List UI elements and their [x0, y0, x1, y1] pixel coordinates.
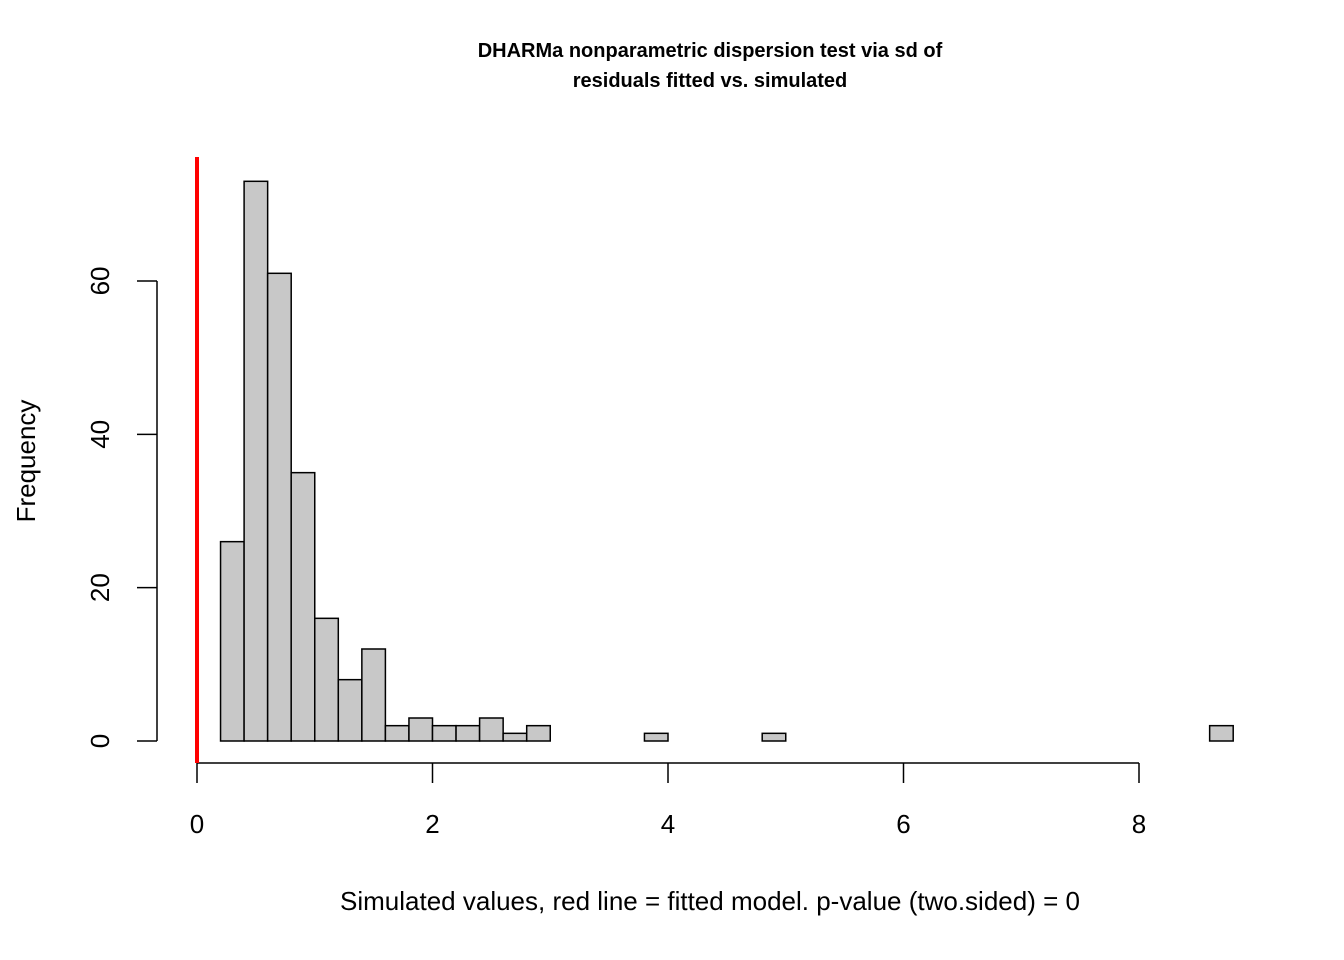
histogram-bar	[525, 724, 552, 742]
x-tick-label: 4	[661, 809, 675, 839]
histogram-bar	[266, 272, 292, 742]
histogram-bar	[361, 648, 387, 742]
histogram-bar	[219, 540, 245, 742]
histogram-bar	[455, 724, 481, 742]
x-tick-label: 2	[425, 809, 439, 839]
histogram-bar	[761, 732, 787, 742]
histogram-bar	[643, 732, 669, 742]
y-axis-label: Frequency	[11, 400, 41, 523]
chart-title-line-2: residuals fitted vs. simulated	[573, 70, 848, 92]
y-tick-label: 40	[85, 420, 115, 449]
histogram-bar	[384, 724, 410, 742]
x-axis-label: Simulated values, red line = fitted mode…	[340, 886, 1080, 916]
x-tick-label: 6	[896, 809, 910, 839]
histogram-bar	[478, 717, 504, 742]
histogram-bar	[502, 732, 528, 742]
chart-title-line-1: DHARMa nonparametric dispersion test via…	[478, 40, 943, 62]
y-tick-label: 20	[85, 573, 115, 602]
y-tick-label: 0	[85, 734, 115, 748]
histogram-bar	[243, 180, 269, 742]
x-tick-label: 8	[1132, 809, 1146, 839]
histogram-bar	[408, 717, 434, 742]
histogram-bar	[314, 617, 340, 742]
x-tick-label: 0	[190, 809, 204, 839]
histogram-bar	[290, 471, 316, 742]
histogram-bar	[1208, 724, 1234, 742]
histogram-bar	[431, 724, 457, 742]
y-tick-label: 60	[85, 267, 115, 296]
histogram-bar	[337, 678, 363, 742]
